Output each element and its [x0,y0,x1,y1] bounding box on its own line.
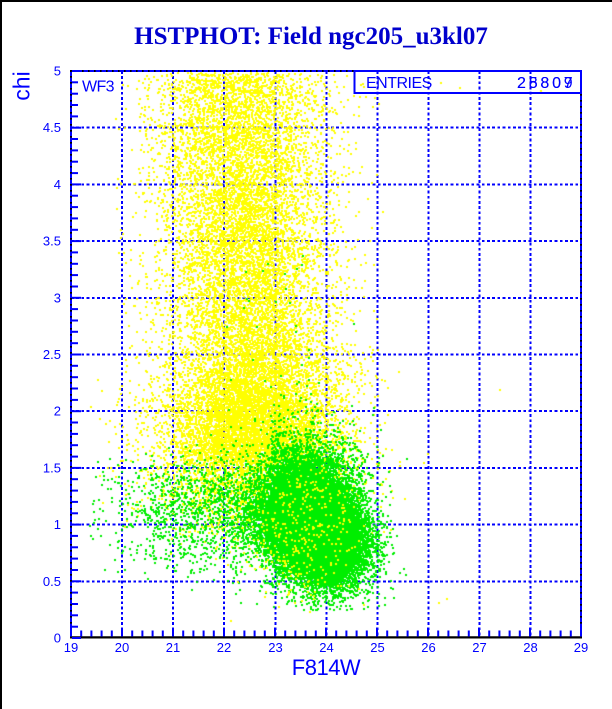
svg-text:0.5: 0.5 [43,574,61,589]
svg-text:WF3: WF3 [82,79,115,96]
svg-text:25: 25 [370,640,384,655]
svg-text:2: 2 [54,404,61,419]
svg-text:2.5: 2.5 [43,347,61,362]
svg-text:ENTRIES: ENTRIES [366,75,432,92]
svg-text:1: 1 [54,517,61,532]
svg-text:28: 28 [523,640,537,655]
svg-text:21: 21 [166,640,180,655]
svg-text:29: 29 [574,640,588,655]
svg-text:24: 24 [319,640,333,655]
svg-text:20: 20 [115,640,129,655]
svg-text:0: 0 [54,631,61,646]
svg-text:19: 19 [64,640,78,655]
svg-text:25807: 25807 [517,75,576,92]
svg-text:28809: 28809 [517,75,576,92]
svg-text:4: 4 [54,177,61,192]
svg-text:4.5: 4.5 [43,120,61,135]
svg-text:1.5: 1.5 [43,460,61,475]
svg-text:chi: chi [9,71,35,100]
svg-text:F814W: F814W [292,655,361,680]
svg-text:3: 3 [54,290,61,305]
svg-text:26: 26 [421,640,435,655]
svg-text:23: 23 [268,640,282,655]
svg-text:3.5: 3.5 [43,234,61,249]
svg-text:5: 5 [54,64,61,79]
svg-text:22: 22 [217,640,231,655]
svg-text:27: 27 [472,640,486,655]
svg-text:HSTPHOT: Field ngc205_u3kl07: HSTPHOT: Field ngc205_u3kl07 [134,23,488,50]
